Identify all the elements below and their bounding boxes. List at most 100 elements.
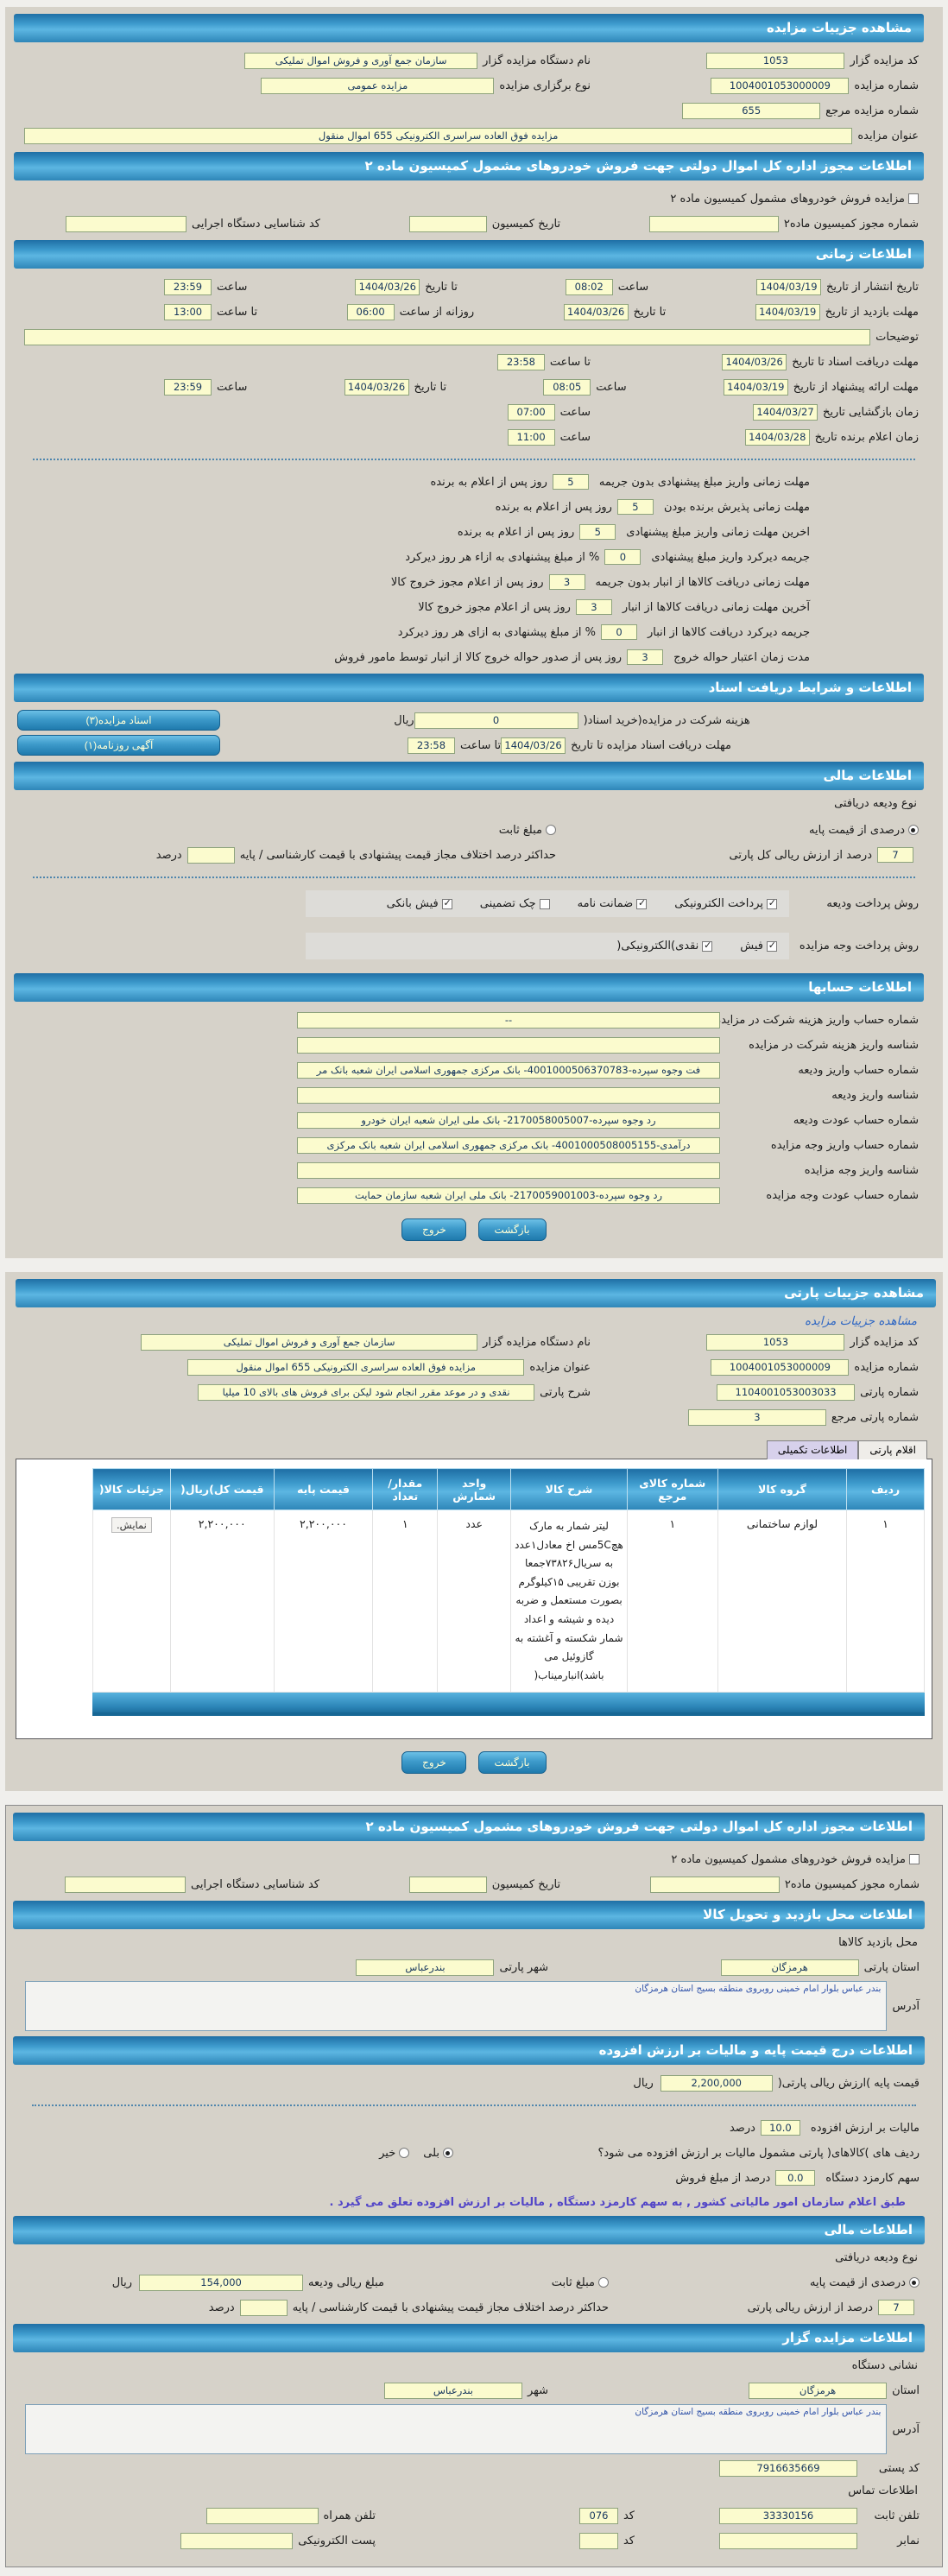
auction-docs-button[interactable]: اسناد مزایده(۳) bbox=[17, 710, 220, 731]
docs-deadline-date-field[interactable]: 1404/03/26 bbox=[722, 353, 787, 370]
org-province-field[interactable]: هرمزگان bbox=[749, 2382, 888, 2399]
offer-from-field[interactable]: 1404/03/19 bbox=[723, 378, 788, 396]
fax-field[interactable] bbox=[719, 2532, 857, 2549]
percent-of-base2-radio[interactable] bbox=[909, 2277, 920, 2288]
party-desc-field[interactable]: نقدی و در موعد مقرر انجام شود لیکن برای … bbox=[198, 1383, 535, 1401]
penalty-6-field[interactable]: 0 bbox=[601, 624, 637, 640]
account-3-field[interactable] bbox=[297, 1086, 720, 1104]
offer-to-field[interactable]: 1404/03/26 bbox=[344, 378, 409, 396]
permit-checkbox[interactable] bbox=[908, 193, 919, 204]
max-diff2-field[interactable] bbox=[239, 2299, 288, 2316]
slip-checkbox[interactable] bbox=[767, 940, 777, 952]
party-ref-field[interactable]: 3 bbox=[687, 1408, 826, 1426]
account-2-field[interactable]: فت وجوه سپرده-4001000506370783- بانک مرک… bbox=[297, 1061, 720, 1079]
tab-additional-info[interactable]: اطلاعات تکمیلی bbox=[766, 1440, 859, 1459]
docs-deadline-time-field[interactable]: 23:58 bbox=[496, 353, 545, 370]
newspaper-ad-button[interactable]: آگهی روزنامه(۱) bbox=[17, 735, 220, 756]
offer-from-time-field[interactable]: 08:05 bbox=[543, 378, 591, 396]
penalty-1-field[interactable]: 5 bbox=[616, 499, 654, 515]
commission-date-field[interactable] bbox=[408, 215, 487, 232]
penalty-0-field[interactable]: 5 bbox=[552, 474, 589, 490]
cash-electronic-checkbox[interactable] bbox=[702, 940, 713, 952]
exec-id-field[interactable] bbox=[66, 215, 187, 232]
auction-type-field[interactable]: مزایده عمومی bbox=[261, 77, 495, 94]
back-button[interactable]: بازگشت bbox=[477, 1751, 547, 1775]
account-4-field[interactable]: رد وجوه سپرده-2170058005007- بانک ملی ای… bbox=[297, 1111, 720, 1129]
party-no-field[interactable]: 1104001053003033 bbox=[717, 1383, 856, 1401]
fax-code-field[interactable] bbox=[578, 2532, 618, 2549]
email-field[interactable] bbox=[180, 2532, 294, 2549]
show-item-details-link[interactable]: نمایش. bbox=[111, 1517, 152, 1533]
party-address-field[interactable]: بندر عباس بلوار امام خمینی روبروی منطقه … bbox=[25, 1981, 888, 2032]
account-1-field[interactable] bbox=[297, 1036, 720, 1054]
publish-from-field[interactable]: 1404/03/19 bbox=[755, 278, 821, 295]
org-city-field[interactable]: بندرعباس bbox=[383, 2382, 522, 2399]
account-0-field[interactable]: -- bbox=[297, 1011, 720, 1029]
fixed-amount-radio[interactable] bbox=[546, 825, 556, 835]
publish-to-field[interactable]: 1404/03/26 bbox=[355, 278, 420, 295]
penalty-4-field[interactable]: 3 bbox=[548, 574, 585, 590]
opening-time-field[interactable]: 07:00 bbox=[507, 403, 555, 421]
visit-to-time-field[interactable]: 13:00 bbox=[164, 303, 212, 320]
deposit-percent2-field[interactable]: 7 bbox=[878, 2300, 914, 2316]
party-province-field[interactable]: هرمزگان bbox=[720, 1959, 859, 1976]
phone-code-field[interactable]: 076 bbox=[578, 2507, 618, 2524]
permit2-no-field[interactable] bbox=[649, 1876, 780, 1893]
visit-to-field[interactable]: 1404/03/26 bbox=[563, 303, 629, 320]
account-6-field[interactable] bbox=[297, 1161, 720, 1179]
electronic-payment-checkbox[interactable] bbox=[767, 897, 777, 909]
account-5-field[interactable]: درآمدی-4001000508005155- بانک مرکزی جمهو… bbox=[297, 1136, 720, 1154]
max-diff-field[interactable] bbox=[186, 846, 235, 864]
deadline2-date-field[interactable]: 1404/03/26 bbox=[501, 737, 566, 754]
party-title-field[interactable]: مزایده فوق العاده سراسری الکترونیکی 655 … bbox=[187, 1358, 525, 1376]
offer-to-time-field[interactable]: 23:59 bbox=[164, 378, 212, 396]
winner-date-field[interactable]: 1404/03/28 bbox=[744, 428, 810, 446]
exit-button[interactable]: خروج bbox=[401, 1751, 467, 1775]
view-auction-details-link[interactable]: مشاهده جزییات مزایده bbox=[804, 1314, 917, 1328]
tab-party-items[interactable]: اقلام پارتی bbox=[858, 1440, 927, 1459]
vat-field[interactable]: 10.0 bbox=[760, 2120, 800, 2136]
auction-ref-field[interactable]: 655 bbox=[682, 102, 821, 119]
postal-code-field[interactable]: 7916635669 bbox=[719, 2459, 857, 2477]
party-code-field[interactable]: 1053 bbox=[706, 1333, 845, 1351]
deposit-percent-field[interactable]: 7 bbox=[877, 847, 913, 863]
account-7-field[interactable]: رد وجوه سپرده-2170059001003- بانک ملی ای… bbox=[297, 1187, 720, 1204]
opening-date-field[interactable]: 1404/03/27 bbox=[753, 403, 818, 421]
publish-from-time-field[interactable]: 08:02 bbox=[565, 278, 613, 295]
exit-button[interactable]: خروج bbox=[401, 1218, 467, 1241]
auction-org-field[interactable]: سازمان جمع آوری و فروش اموال تملیکی bbox=[244, 52, 478, 69]
auction-code-field[interactable]: 1053 bbox=[706, 52, 845, 69]
guarantee-letter-checkbox[interactable] bbox=[636, 897, 648, 909]
penalty-3-field[interactable]: 0 bbox=[604, 549, 641, 565]
secured-cheque-checkbox[interactable] bbox=[539, 898, 550, 909]
permit2-checkbox[interactable] bbox=[909, 1854, 920, 1865]
deadline2-time-field[interactable]: 23:58 bbox=[407, 737, 455, 754]
base-price-field[interactable]: 2,200,000 bbox=[660, 2074, 773, 2092]
permit-no-field[interactable] bbox=[648, 215, 779, 232]
party-number-field[interactable]: 1004001053000009 bbox=[711, 1358, 850, 1376]
back-button[interactable]: بازگشت bbox=[477, 1218, 547, 1241]
mobile-field[interactable] bbox=[205, 2507, 319, 2524]
deposit-amount-field[interactable]: 154,000 bbox=[139, 2274, 304, 2291]
phone-field[interactable]: 33330156 bbox=[719, 2507, 857, 2524]
party-org-field[interactable]: سازمان جمع آوری و فروش اموال تملیکی bbox=[141, 1333, 478, 1351]
exec2-id-field[interactable] bbox=[65, 1876, 186, 1893]
auction-number-field[interactable]: 1004001053000009 bbox=[711, 77, 850, 94]
visit-from-field[interactable]: 1404/03/19 bbox=[755, 303, 820, 320]
bank-slip-checkbox[interactable] bbox=[441, 897, 452, 909]
auction-title-field[interactable]: مزایده فوق العاده سراسری الکترونیکی 655 … bbox=[24, 127, 853, 144]
org-address-field[interactable]: بندر عباس بلوار امام خمینی روبروی منطقه … bbox=[25, 2404, 888, 2455]
publish-to-time-field[interactable]: 23:59 bbox=[164, 278, 212, 295]
penalty-5-field[interactable]: 3 bbox=[575, 599, 612, 615]
vat-no-radio[interactable] bbox=[399, 2148, 410, 2159]
notes-field[interactable] bbox=[24, 328, 871, 345]
percent-of-base-radio[interactable] bbox=[908, 825, 919, 835]
visit-from-time-field[interactable]: 06:00 bbox=[346, 303, 395, 320]
winner-time-field[interactable]: 11:00 bbox=[507, 428, 555, 446]
commission2-date-field[interactable] bbox=[408, 1876, 487, 1893]
fee-field[interactable]: 0 bbox=[414, 712, 578, 729]
commission-fee-field[interactable]: 0.0 bbox=[775, 2170, 816, 2187]
penalty-7-field[interactable]: 3 bbox=[627, 649, 664, 665]
penalty-2-field[interactable]: 5 bbox=[579, 524, 616, 540]
fixed-amount2-radio[interactable] bbox=[598, 2277, 609, 2288]
